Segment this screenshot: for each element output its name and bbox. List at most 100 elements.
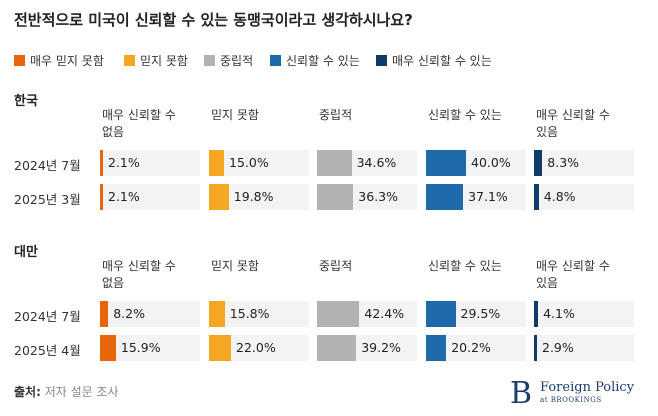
- data-label: 20.2%: [451, 340, 491, 355]
- column-header-line: 매우 신뢰할 수: [536, 259, 610, 273]
- bar: [209, 335, 231, 361]
- bar: [209, 184, 229, 210]
- legend-label: 중립적: [220, 54, 254, 68]
- legend-swatch: [376, 55, 387, 66]
- column-header: 신뢰할 수 있는: [428, 258, 528, 275]
- data-label: 22.0%: [236, 340, 276, 355]
- logo-mark: B: [510, 376, 533, 411]
- source-note: 출처: 저자 설문 조사: [14, 383, 119, 400]
- data-label: 42.4%: [364, 306, 405, 321]
- cell-background: [209, 301, 309, 327]
- column-header: 믿지 못함: [211, 107, 311, 124]
- column-header-line: 신뢰할 수 있는: [428, 259, 502, 273]
- data-label: 15.9%: [120, 340, 161, 355]
- data-label: 36.3%: [358, 189, 399, 204]
- column-header-line: 매우 신뢰할 수: [102, 108, 176, 122]
- cell-background: [100, 150, 200, 176]
- column-header-line: 매우 신뢰할 수: [536, 108, 610, 122]
- source-text: 저자 설문 조사: [44, 385, 119, 399]
- section-title: 한국: [14, 94, 38, 109]
- data-label: 4.1%: [543, 306, 575, 321]
- bar: [100, 335, 116, 361]
- brookings-logo: B Foreign Policy at BROOKINGS: [510, 376, 634, 411]
- bar: [209, 150, 224, 176]
- column-header-line: 없음: [102, 125, 125, 139]
- legend-swatch: [14, 55, 25, 66]
- bar: [426, 184, 464, 210]
- bar: [100, 150, 103, 176]
- row-label: 2024년 7월: [14, 309, 81, 324]
- bar: [426, 335, 447, 361]
- data-label: 2.1%: [108, 189, 140, 204]
- bar: [426, 150, 466, 176]
- data-label: 29.5%: [460, 306, 501, 321]
- data-label: 37.1%: [468, 189, 508, 204]
- legend-item: 신뢰할 수 있는: [270, 52, 360, 69]
- bar: [534, 335, 537, 361]
- logo-sub-text: at BROOKINGS: [540, 395, 602, 404]
- cell-background: [209, 150, 309, 176]
- data-label: 2.9%: [542, 340, 574, 355]
- column-header-line: 중립적: [319, 259, 353, 273]
- bar: [100, 301, 109, 327]
- legend-label: 매우 신뢰할 수 있는: [392, 54, 492, 68]
- data-label: 40.0%: [471, 155, 511, 170]
- bar: [317, 184, 354, 210]
- cell-background: [534, 150, 634, 176]
- cell-background: [534, 184, 634, 210]
- column-header-line: 없음: [102, 276, 125, 290]
- cell-background: [100, 184, 200, 210]
- bar: [534, 184, 539, 210]
- data-label: 4.8%: [543, 189, 576, 204]
- row-label: 2025년 3월: [14, 192, 81, 207]
- column-header-line: 있음: [536, 276, 559, 290]
- cell-background: [534, 301, 634, 327]
- chart-title: 전반적으로 미국이 신뢰할 수 있는 동맹국이라고 생각하시나요?: [14, 11, 413, 29]
- legend-item: 중립적: [204, 52, 253, 69]
- data-label: 39.2%: [361, 340, 401, 355]
- cell-background: [534, 335, 634, 361]
- legend-item: 매우 믿지 못함: [14, 52, 104, 69]
- column-header: 믿지 못함: [211, 258, 311, 275]
- logo-main-text: Foreign Policy: [540, 379, 635, 395]
- data-label: 19.8%: [233, 189, 274, 204]
- column-header: 중립적: [319, 107, 419, 124]
- section-title: 대만: [14, 245, 38, 260]
- column-header-line: 믿지 못함: [211, 108, 259, 122]
- bar: [317, 301, 360, 327]
- legend-swatch: [204, 55, 215, 66]
- data-label: 15.8%: [229, 306, 270, 321]
- bar: [209, 301, 225, 327]
- column-header: 신뢰할 수 있는: [428, 107, 528, 124]
- column-header-line: 믿지 못함: [211, 259, 259, 273]
- row-label: 2024년 7월: [14, 158, 81, 173]
- bar: [317, 150, 352, 176]
- data-label: 2.1%: [108, 155, 140, 170]
- column-header-line: 중립적: [319, 108, 353, 122]
- data-label: 34.6%: [356, 155, 397, 170]
- data-label: 8.3%: [547, 155, 580, 170]
- legend-swatch: [270, 55, 281, 66]
- cell-background: [100, 301, 200, 327]
- legend-label: 매우 믿지 못함: [30, 54, 104, 68]
- column-header-line: 있음: [536, 125, 559, 139]
- legend-item: 믿지 못함: [124, 52, 188, 69]
- data-label: 15.0%: [229, 155, 269, 170]
- bar: [317, 335, 357, 361]
- column-header: 중립적: [319, 258, 419, 275]
- source-label: 출처:: [14, 385, 41, 399]
- cell-background: [100, 335, 200, 361]
- column-header-line: 신뢰할 수 있는: [428, 108, 502, 122]
- bar: [100, 184, 103, 210]
- row-label: 2025년 4월: [14, 343, 81, 358]
- data-label: 8.2%: [113, 306, 145, 321]
- legend-item: 매우 신뢰할 수 있는: [376, 52, 492, 69]
- legend-swatch: [124, 55, 135, 66]
- bar: [534, 301, 539, 327]
- legend-label: 믿지 못함: [140, 54, 188, 68]
- column-header-line: 매우 신뢰할 수: [102, 259, 176, 273]
